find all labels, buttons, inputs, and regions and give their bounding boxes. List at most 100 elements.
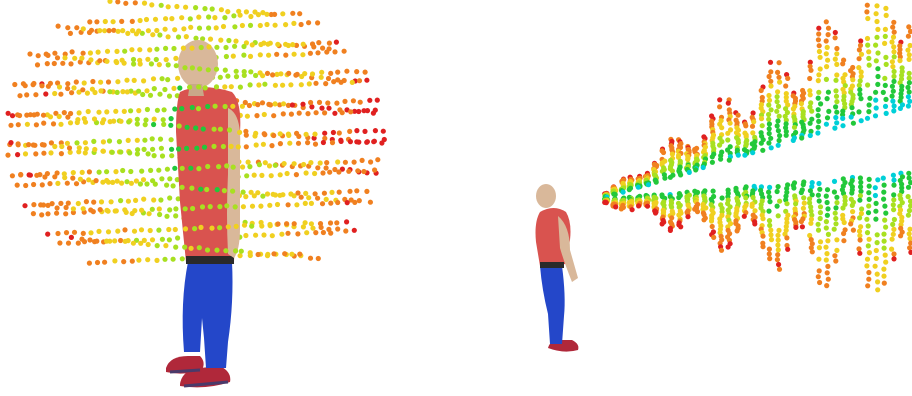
- point: [17, 93, 23, 99]
- point: [136, 28, 142, 34]
- point: [303, 190, 309, 196]
- point: [243, 128, 249, 134]
- point: [823, 51, 829, 57]
- point: [124, 77, 130, 83]
- point: [113, 169, 119, 175]
- point: [122, 238, 128, 244]
- point: [832, 56, 838, 62]
- point: [179, 165, 185, 171]
- point: [891, 54, 897, 60]
- point: [833, 104, 839, 110]
- point: [834, 200, 840, 206]
- point: [816, 89, 822, 95]
- point: [294, 130, 300, 136]
- point: [294, 202, 300, 208]
- point: [848, 221, 854, 227]
- point: [872, 185, 878, 191]
- point: [865, 210, 872, 216]
- point: [613, 204, 619, 210]
- point: [169, 146, 175, 152]
- point: [157, 211, 163, 218]
- point: [326, 40, 332, 46]
- point: [260, 10, 266, 16]
- point: [125, 30, 131, 36]
- point: [890, 34, 897, 40]
- point: [783, 83, 789, 89]
- point: [69, 90, 75, 96]
- point: [825, 25, 832, 31]
- point: [109, 149, 115, 155]
- point-cloud: [602, 2, 912, 293]
- point: [158, 145, 164, 151]
- point: [228, 84, 234, 90]
- point: [350, 98, 356, 104]
- point: [775, 89, 781, 95]
- point: [315, 165, 321, 171]
- point: [148, 61, 154, 67]
- point: [188, 245, 194, 251]
- point: [206, 14, 212, 20]
- point: [252, 133, 258, 139]
- point: [262, 81, 268, 87]
- point: [873, 58, 879, 64]
- point: [783, 128, 789, 135]
- point: [158, 2, 164, 8]
- point: [741, 213, 747, 219]
- human-figure: [166, 40, 241, 388]
- point: [897, 43, 903, 49]
- point: [735, 140, 741, 146]
- point: [344, 219, 350, 225]
- point: [284, 170, 290, 177]
- point: [891, 19, 897, 25]
- point: [118, 149, 124, 155]
- point: [114, 178, 120, 184]
- point: [77, 176, 83, 182]
- point: [864, 2, 870, 8]
- point: [841, 238, 847, 244]
- point: [285, 102, 291, 108]
- point: [59, 143, 65, 150]
- point: [143, 16, 150, 23]
- point: [767, 256, 773, 262]
- point: [97, 58, 103, 64]
- point: [141, 0, 148, 6]
- point: [270, 191, 276, 197]
- point: [850, 120, 856, 126]
- point: [618, 206, 624, 212]
- point: [137, 61, 143, 67]
- point: [815, 78, 821, 84]
- point: [891, 251, 897, 257]
- point: [33, 92, 39, 98]
- point: [24, 92, 30, 98]
- point: [766, 116, 772, 122]
- point: [95, 49, 101, 55]
- point: [84, 90, 90, 96]
- point: [858, 96, 864, 102]
- point: [906, 75, 912, 81]
- point: [359, 157, 365, 163]
- point: [73, 181, 80, 187]
- point: [652, 210, 659, 216]
- point: [897, 98, 903, 104]
- point: [225, 9, 231, 15]
- point: [873, 247, 879, 254]
- point: [225, 73, 231, 79]
- point: [266, 52, 272, 58]
- point: [816, 25, 822, 31]
- point: [824, 270, 830, 276]
- point: [174, 3, 180, 10]
- point: [196, 245, 202, 251]
- point: [905, 103, 911, 109]
- point: [230, 188, 236, 194]
- point: [128, 108, 134, 114]
- point: [173, 63, 179, 69]
- point: [166, 226, 172, 233]
- point: [710, 188, 716, 194]
- point: [192, 226, 198, 232]
- point: [274, 201, 281, 208]
- point: [214, 44, 220, 50]
- point: [168, 116, 174, 122]
- point: [5, 110, 11, 116]
- point: [90, 78, 96, 85]
- point: [20, 81, 26, 87]
